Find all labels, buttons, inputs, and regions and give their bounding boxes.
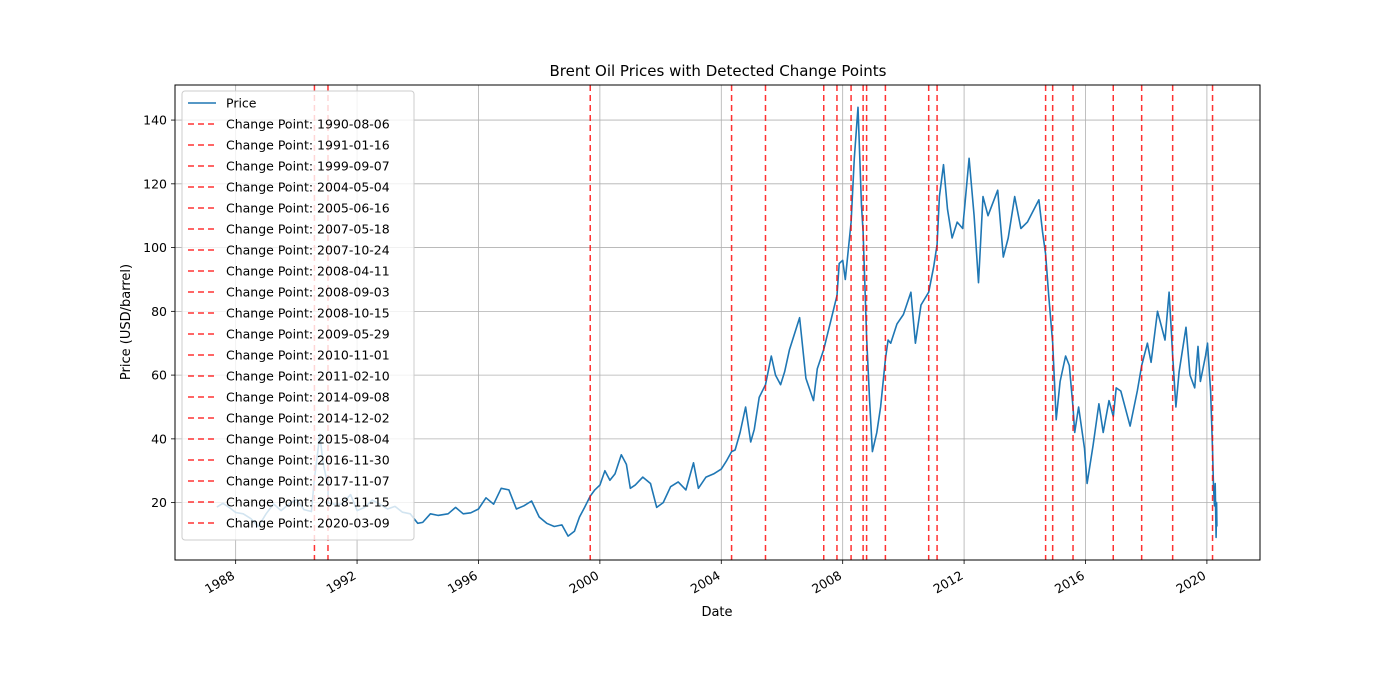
legend-change-point-label: Change Point: 2016-11-30 bbox=[226, 453, 390, 468]
legend-change-point-label: Change Point: 1990-08-06 bbox=[226, 117, 390, 132]
legend-change-point-label: Change Point: 2014-09-08 bbox=[226, 390, 390, 405]
legend-change-point-label: Change Point: 2011-02-10 bbox=[226, 369, 390, 384]
legend-change-point-label: Change Point: 2007-10-24 bbox=[226, 243, 390, 258]
x-axis-label: Date bbox=[701, 605, 732, 620]
y-tick-label: 60 bbox=[151, 368, 167, 383]
legend-change-point-label: Change Point: 2009-05-29 bbox=[226, 327, 390, 342]
legend-change-point-label: Change Point: 2018-11-15 bbox=[226, 495, 390, 510]
legend-change-point-label: Change Point: 2015-08-04 bbox=[226, 432, 390, 447]
legend-box bbox=[181, 90, 415, 541]
legend-change-point-label: Change Point: 2008-09-03 bbox=[226, 285, 390, 300]
legend-change-point-label: Change Point: 2005-06-16 bbox=[226, 201, 390, 216]
legend-change-point-label: Change Point: 2020-03-09 bbox=[226, 516, 390, 531]
legend: Price Change Point: 1990-08-06 Change Poin… bbox=[181, 90, 415, 541]
y-axis-ticks: 20 40 60 80 100 120 140 bbox=[143, 113, 175, 510]
y-tick-label: 40 bbox=[151, 431, 167, 446]
y-tick-label: 20 bbox=[151, 495, 167, 510]
legend-change-point-label: Change Point: 1999-09-07 bbox=[226, 159, 390, 174]
y-tick-label: 100 bbox=[143, 240, 167, 255]
legend-change-point-label: Change Point: 2010-11-01 bbox=[226, 348, 390, 363]
y-tick-label: 120 bbox=[143, 176, 167, 191]
legend-change-point-label: Change Point: 2008-04-11 bbox=[226, 264, 390, 279]
legend-change-point-label: Change Point: 2004-05-04 bbox=[226, 180, 390, 195]
legend-change-point-label: Change Point: 2017-11-07 bbox=[226, 474, 390, 489]
legend-change-point-label: Change Point: 2014-12-02 bbox=[226, 411, 390, 426]
legend-change-point-label: Change Point: 2007-05-18 bbox=[226, 222, 390, 237]
legend-price-label: Price bbox=[226, 96, 257, 111]
y-tick-label: 140 bbox=[143, 113, 167, 128]
chart-title: Brent Oil Prices with Detected Change Po… bbox=[550, 62, 887, 80]
grid bbox=[175, 85, 1260, 560]
y-tick-label: 80 bbox=[151, 304, 167, 319]
legend-change-point-label: Change Point: 1991-01-16 bbox=[226, 138, 390, 153]
y-axis-label: Price (USD/barrel) bbox=[119, 264, 134, 380]
legend-change-point-label: Change Point: 2008-10-15 bbox=[226, 306, 390, 321]
plot-frame bbox=[174, 84, 1261, 561]
